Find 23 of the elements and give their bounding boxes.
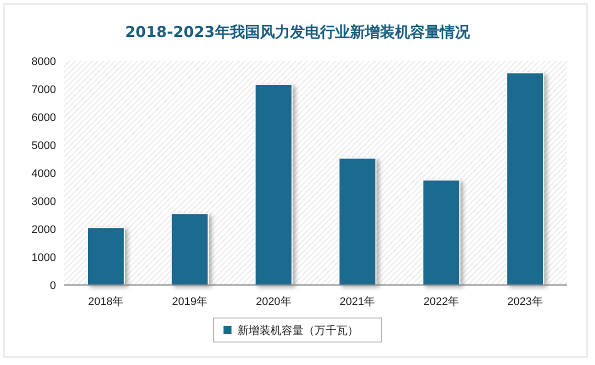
x-tick-label: 2021年: [340, 296, 376, 308]
bar: [254, 84, 293, 286]
y-tick-label: 5000: [32, 140, 56, 152]
y-tick-label: 6000: [32, 112, 56, 124]
y-tick-label: 8000: [32, 56, 56, 68]
y-tick-label: 4000: [32, 168, 56, 180]
x-tick-label: 2023年: [507, 296, 543, 308]
chart-title: 2018-2023年我国风力发电行业新增装机容量情况: [125, 23, 471, 41]
y-tick-label: 1000: [32, 252, 56, 264]
x-tick-label: 2019年: [172, 296, 208, 308]
y-tick-label: 0: [50, 280, 56, 292]
y-tick-label: 7000: [32, 84, 56, 96]
bar: [422, 180, 460, 286]
x-tick-label: 2020年: [256, 296, 292, 308]
bar: [170, 213, 209, 286]
bar: [506, 72, 544, 286]
y-tick-label: 2000: [32, 224, 56, 236]
bar: [338, 158, 376, 286]
x-tick-label: 2022年: [424, 296, 459, 308]
y-tick-label: 3000: [32, 196, 56, 208]
legend-label: 新增装机容量（万千瓦）: [238, 324, 358, 337]
bar: [86, 227, 125, 286]
x-tick-label: 2018年: [88, 296, 124, 308]
